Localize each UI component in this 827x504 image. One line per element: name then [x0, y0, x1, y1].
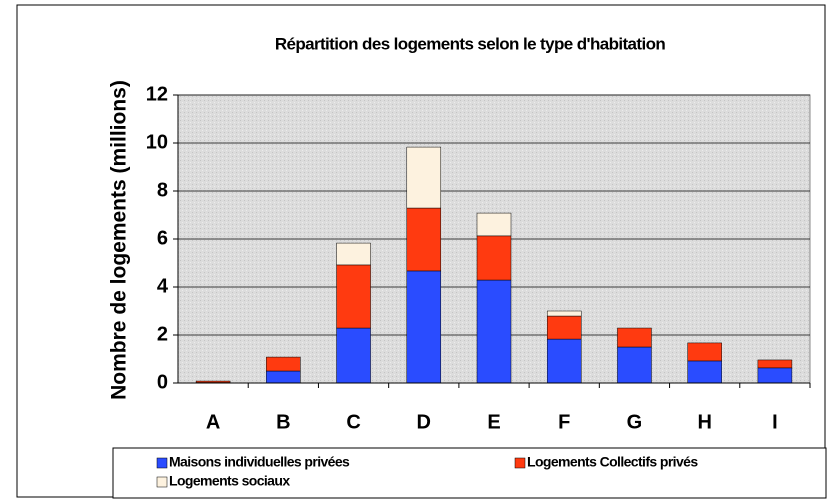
- legend-swatch: [157, 458, 167, 468]
- y-axis-label: Nombre de logements (millions): [108, 80, 131, 400]
- x-tick-label: H: [697, 411, 711, 433]
- legend-label: Logements Collectifs privés: [527, 454, 698, 470]
- bar-segment: [617, 347, 651, 383]
- legend-swatch: [515, 458, 525, 468]
- bar-segment: [547, 316, 581, 339]
- bar-segment: [337, 265, 371, 328]
- bar-segment: [688, 361, 722, 383]
- legend-label: Maisons individuelles privées: [169, 454, 350, 470]
- legend-label: Logements sociaux: [169, 473, 290, 489]
- x-tick-label: I: [772, 411, 778, 433]
- bar-segment: [547, 339, 581, 383]
- y-tick-label: 8: [157, 179, 168, 201]
- bar-segment: [758, 360, 792, 368]
- bar-segment: [196, 381, 230, 382]
- x-tick-label: G: [627, 411, 643, 433]
- y-tick-label: 4: [157, 275, 169, 297]
- bar-segment: [477, 280, 511, 383]
- y-tick-label: 10: [146, 131, 168, 153]
- bar-segment: [688, 343, 722, 361]
- bar-segment: [758, 368, 792, 383]
- x-tick-label: B: [276, 411, 290, 433]
- bar-segment: [337, 328, 371, 383]
- bar-segment: [477, 213, 511, 236]
- bar-segment: [266, 357, 300, 371]
- bar-segment: [407, 147, 441, 208]
- bar-segment: [547, 311, 581, 316]
- bar-segment: [266, 371, 300, 383]
- bar-segment: [617, 328, 651, 347]
- x-tick-label: F: [558, 411, 570, 433]
- bar-segment: [337, 243, 371, 265]
- legend-swatch: [157, 477, 167, 487]
- chart-title: Répartition des logements selon le type …: [275, 34, 666, 53]
- x-tick-label: C: [346, 411, 360, 433]
- x-tick-label: E: [487, 411, 500, 433]
- x-tick-label: A: [206, 411, 220, 433]
- y-tick-label: 12: [146, 83, 168, 105]
- bar-segment: [407, 208, 441, 271]
- y-tick-label: 0: [157, 371, 168, 393]
- y-tick-label: 2: [157, 323, 168, 345]
- bar-segment: [407, 271, 441, 383]
- x-tick-label: D: [417, 411, 431, 433]
- bar-segment: [477, 236, 511, 280]
- y-tick-label: 6: [157, 227, 168, 249]
